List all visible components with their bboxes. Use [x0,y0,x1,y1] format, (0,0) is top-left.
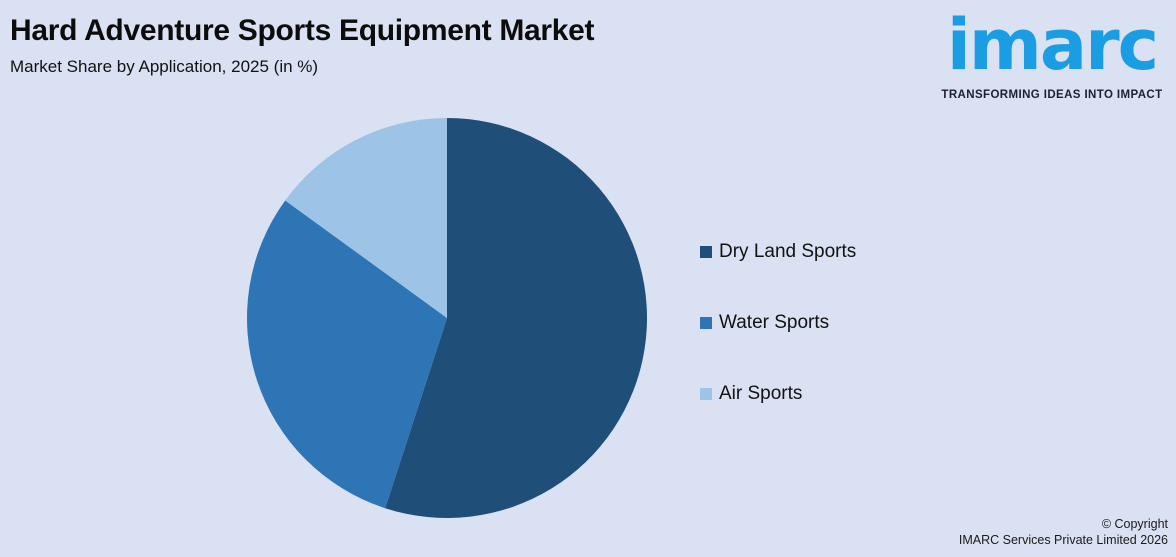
copyright-note: © Copyright IMARC Services Private Limit… [959,516,1168,549]
legend-item-water-sports: Water Sports [700,311,856,335]
legend-swatch-water-sports [700,317,712,329]
legend-label-water-sports: Water Sports [719,312,830,333]
pie-slice-dry-land-sports [385,118,648,518]
pie-slice-air-sports [285,118,447,318]
page-subtitle: Market Share by Application, 2025 (in %) [10,56,319,76]
pie-slice-water-sports [247,200,447,509]
legend-swatch-air-sports [700,388,712,400]
imarc-logo-wordmark: imarc [946,4,1159,86]
pie-chart [247,118,648,518]
copyright-line-2: IMARC Services Private Limited 2026 [958,532,1168,547]
copyright-line-1: © Copyright [1101,516,1168,531]
imarc-logo-tagline: TRANSFORMING IDEAS INTO IMPACT [941,89,1163,101]
legend-swatch-dry-land-sports [700,246,712,258]
legend-item-dry-land-sports: Dry Land Sports [700,240,856,264]
imarc-logo: imarc TRANSFORMING IDEAS INTO IMPACT [934,2,1170,101]
legend-label-dry-land-sports: Dry Land Sports [719,241,857,262]
legend-item-air-sports: Air Sports [700,382,856,406]
chart-header: Hard Adventure Sports Equipment Market M… [10,14,595,77]
chart-legend: Dry Land Sports Water Sports Air Sports [700,240,856,406]
page-title: Hard Adventure Sports Equipment Market [10,14,595,47]
legend-label-air-sports: Air Sports [719,383,803,404]
